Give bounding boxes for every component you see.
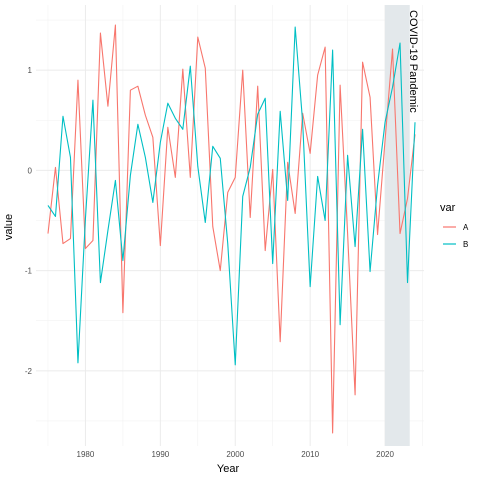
x-tick-label: 1980 <box>77 450 95 459</box>
y-tick-label: -2 <box>25 367 33 376</box>
x-tick-label: 2000 <box>226 450 244 459</box>
y-tick-label: -1 <box>25 267 33 276</box>
y-tick-label: 1 <box>28 66 33 75</box>
x-tick-labels: 1980 1990 2000 2010 2020 <box>77 450 395 459</box>
y-tick-labels: -2 -1 0 1 <box>25 66 33 376</box>
x-tick-label: 2020 <box>376 450 394 459</box>
x-tick-label: 2010 <box>301 450 319 459</box>
series-line-B <box>47 26 416 366</box>
y-axis-title: value <box>3 214 15 240</box>
x-tick-label: 1990 <box>151 450 169 459</box>
legend: var AB <box>440 202 469 249</box>
series-lines <box>47 24 416 434</box>
y-tick-label: 0 <box>28 166 33 175</box>
covid-annotation: COVID-19 Pandemic <box>407 10 419 113</box>
series-line-A <box>47 24 416 434</box>
grid-major <box>36 5 424 446</box>
legend-title: var <box>440 202 456 214</box>
legend-label-A: A <box>463 223 469 232</box>
x-axis-title: Year <box>217 463 240 475</box>
legend-label-B: B <box>463 240 468 249</box>
grid-minor <box>36 5 424 446</box>
